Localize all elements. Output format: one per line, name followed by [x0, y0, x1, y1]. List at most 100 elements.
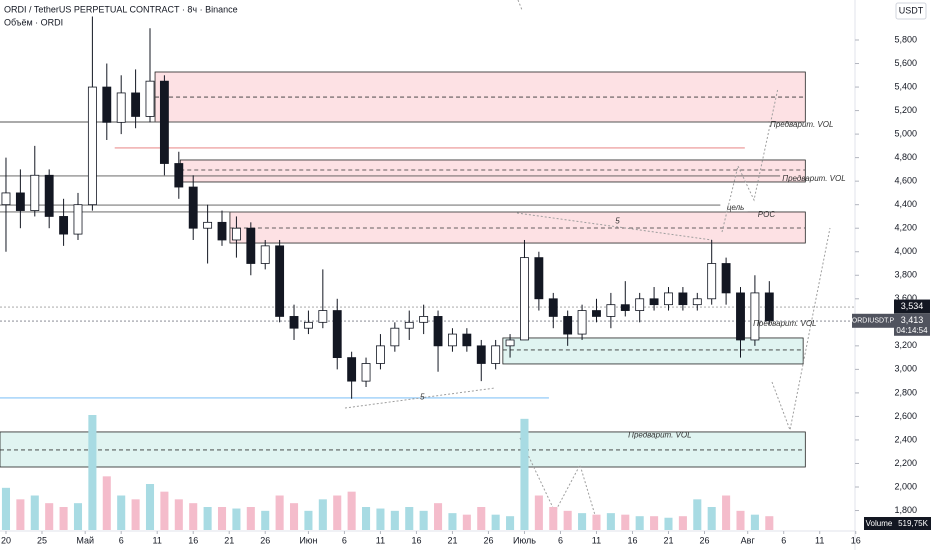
candle-body	[30, 174, 40, 211]
y-tick-label: 3,600	[894, 293, 917, 303]
candle-body	[649, 298, 659, 306]
candle-body	[188, 186, 198, 229]
volume-bars	[1, 415, 774, 530]
candle-body	[260, 245, 270, 264]
projection-line	[721, 87, 779, 233]
y-tick-label: 4,400	[894, 199, 917, 209]
candle-body	[174, 163, 184, 188]
volume-bar	[664, 517, 673, 530]
volume-bar	[203, 507, 212, 530]
annotation: Предварит. VOL	[782, 174, 845, 183]
currency[interactable]: USDT	[899, 5, 924, 15]
x-tick-label: 11	[153, 535, 162, 545]
x-tick-label: Июль	[513, 535, 536, 545]
axes: 1,800 2,000 2,200 2,400 2,600 2,800 3,000 3,200…	[1, 34, 931, 545]
x-tick-label: 11	[592, 535, 601, 545]
volume-bar	[765, 516, 774, 530]
candle-body	[606, 304, 616, 317]
annotation: 5	[420, 393, 425, 402]
candle-body	[577, 310, 587, 335]
y-tick-label: 4,600	[894, 176, 917, 186]
volume-bar	[304, 510, 313, 530]
volume-bar	[448, 513, 457, 530]
y-tick-label: 5,600	[894, 58, 917, 68]
levels	[0, 121, 855, 399]
x-tick-label: 6	[558, 535, 563, 545]
volume-bar	[592, 514, 601, 530]
volume-bar	[736, 510, 745, 530]
last-price-label: 3,413	[901, 315, 924, 325]
volume-bar	[145, 484, 155, 530]
x-tick-label: Авг	[741, 535, 756, 545]
candle-body	[664, 292, 673, 306]
volume-bar	[477, 507, 486, 530]
candle-body	[1, 192, 11, 206]
volume-bar	[650, 516, 659, 530]
candle-body	[347, 357, 357, 382]
candle-body	[376, 345, 385, 364]
x-tick-label: 16	[627, 535, 637, 545]
candle-body	[275, 245, 285, 317]
candle-body	[448, 333, 457, 347]
last-price-box	[894, 313, 930, 336]
volume-bar	[606, 513, 615, 530]
volume-bar	[405, 507, 414, 530]
candle-body	[476, 345, 486, 364]
volume-bar	[333, 495, 342, 530]
candle-body	[217, 221, 227, 241]
wave-line	[516, 212, 713, 241]
candle-body	[159, 80, 169, 164]
x-tick-label: 11	[815, 535, 824, 545]
candle-body	[116, 92, 126, 123]
candle-body	[491, 345, 501, 364]
candle-body	[534, 257, 544, 300]
y-tick-label: 3,800	[894, 270, 917, 280]
volume-bar	[578, 513, 587, 530]
volume-bar	[750, 514, 759, 530]
volume-bar	[88, 415, 97, 530]
candle-body	[721, 263, 731, 294]
chart-title: ORDI / TetherUS PERPETUAL CONTRACT · 8ч …	[4, 4, 238, 14]
x-tick-label: Май	[76, 535, 94, 545]
candle-body	[203, 221, 213, 229]
y-tick-label: 2,800	[894, 387, 917, 397]
y-tick-label: 5,400	[894, 81, 917, 91]
volume-bar	[30, 495, 39, 530]
volume-bar	[678, 516, 687, 530]
annotation: Предварит. VOL	[753, 319, 816, 328]
volume-bar	[506, 516, 515, 530]
y-tick-label: 5,200	[894, 105, 917, 115]
x-tick-label: 21	[224, 535, 234, 545]
candle-body	[750, 292, 760, 341]
x-tick-label: 6	[342, 535, 347, 545]
candle-body	[520, 257, 529, 341]
candle-body	[131, 92, 141, 117]
volume-bar	[232, 508, 241, 530]
volume-name: Volume	[866, 519, 893, 528]
volume-bar	[520, 418, 529, 530]
currency-box[interactable]	[895, 2, 927, 20]
volume-bar	[45, 503, 54, 530]
volume-bar	[362, 507, 371, 530]
candle-body	[390, 327, 400, 347]
volume-bar	[246, 507, 255, 530]
zone	[179, 159, 806, 183]
x-tick-label: 20	[1, 535, 11, 545]
candle-body	[231, 227, 241, 241]
volume-bar	[347, 491, 356, 530]
candle-body	[102, 86, 112, 123]
y-tick-label: 2,200	[894, 458, 917, 468]
volume-bar	[491, 514, 500, 530]
annotation: 5	[615, 216, 620, 225]
candle-body	[635, 298, 645, 311]
candle-body	[303, 321, 313, 329]
x-tick-label: 21	[663, 535, 673, 545]
wave-line	[344, 387, 496, 409]
y-tick-label: 3,000	[894, 364, 917, 374]
x-tick-label: 6	[781, 535, 786, 545]
candle-body	[246, 227, 256, 264]
annotation: Предварит. VOL	[770, 120, 833, 129]
projections	[344, 0, 831, 526]
countdown: 04:14:54	[896, 326, 928, 335]
annotations: Предварит. VOL Предварит. VOL Предварит. V…	[420, 120, 846, 439]
